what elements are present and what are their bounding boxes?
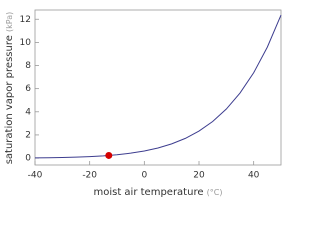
- y-axis-label: saturation vapor pressure (kPa): [4, 12, 15, 165]
- highlight-point: [105, 151, 113, 159]
- x-tick-label: 0: [141, 171, 147, 181]
- chart: moist air temperature (°C) saturation va…: [4, 9, 282, 198]
- y-tick-label: 0: [25, 154, 31, 164]
- y-tick-label: 10: [20, 38, 32, 48]
- x-tick-label: 20: [193, 171, 205, 181]
- y-tick-label: 12: [20, 15, 31, 25]
- curve: [34, 14, 282, 159]
- x-unit: (°C): [207, 188, 223, 197]
- y-unit: (kPa): [5, 12, 14, 32]
- y-label-text: saturation vapor pressure: [4, 35, 15, 164]
- x-axis-label: moist air temperature (°C): [93, 187, 222, 198]
- x-tick-label: -20: [82, 171, 97, 181]
- plot-frame: [34, 9, 282, 166]
- y-tick-label: 6: [25, 84, 31, 94]
- x-tick-label: 40: [248, 171, 260, 181]
- x-label-text: moist air temperature: [93, 187, 203, 198]
- x-tick-label: -40: [28, 171, 43, 181]
- y-tick-label: 4: [25, 107, 31, 117]
- y-tick-label: 8: [25, 61, 31, 71]
- y-tick-label: 2: [25, 130, 31, 140]
